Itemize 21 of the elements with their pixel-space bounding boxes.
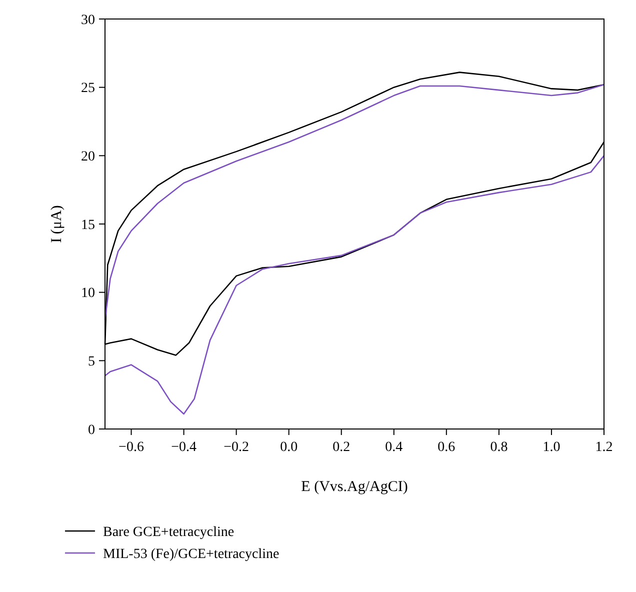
y-tick-label: 10 <box>81 286 95 302</box>
y-tick-label: 15 <box>81 218 95 233</box>
y-tick-label: 20 <box>81 150 95 165</box>
x-axis-title: E (Vvs.Ag/AgCI) <box>301 479 408 495</box>
x-tick-label: 1.0 <box>542 440 560 455</box>
x-tick-label: 0.8 <box>490 440 508 455</box>
x-tick-label: −0.6 <box>118 440 144 455</box>
x-tick-label: 0.4 <box>385 440 403 455</box>
x-tick-label: 0.0 <box>280 440 298 455</box>
y-tick-label: 5 <box>88 354 95 370</box>
y-tick-label: 0 <box>88 422 95 438</box>
y-tick-label: 30 <box>81 12 95 28</box>
x-tick-label: −0.4 <box>171 440 196 455</box>
x-tick-label: −0.2 <box>224 440 250 455</box>
x-tick-label: 1.2 <box>595 440 613 455</box>
y-axis-title: I (μA) <box>49 205 65 243</box>
x-tick-label: 0.2 <box>332 440 350 455</box>
x-tick-label: 0.6 <box>438 440 456 455</box>
legend-label: Bare GCE+tetracycline <box>103 524 234 540</box>
y-tick-label: 25 <box>81 81 95 96</box>
legend-label: MIL-53 (Fe)/GCE+tetracycline <box>103 546 280 562</box>
